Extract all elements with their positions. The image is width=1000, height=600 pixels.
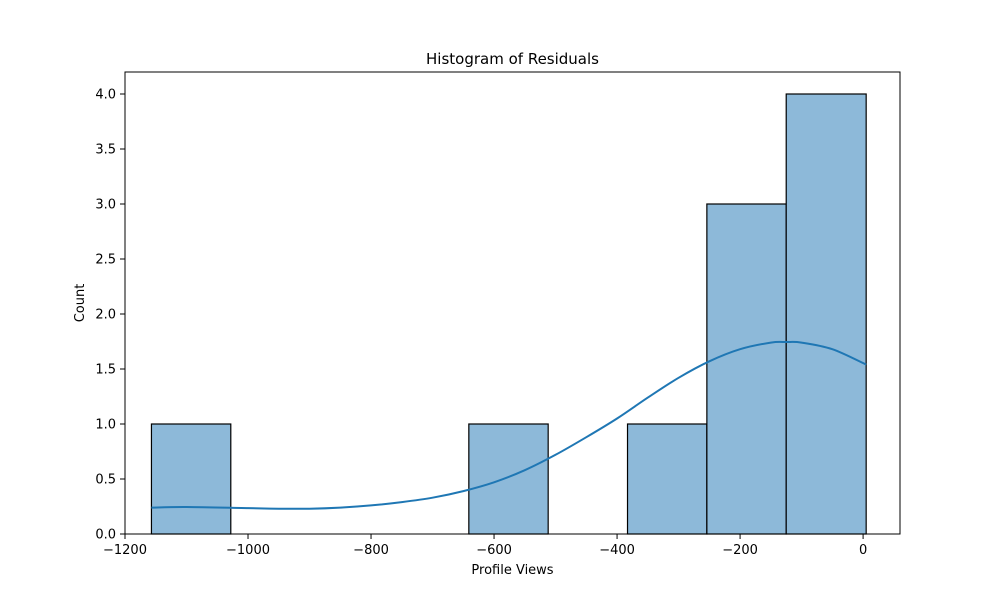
y-tick-label: 2.0 [95,308,116,323]
y-tick-label: 4.0 [95,88,116,103]
histogram-bar-0 [150,423,232,535]
histogram-bars [150,93,867,535]
x-axis-label: Profile Views [471,563,553,578]
histogram-bar-7 [706,203,787,535]
chart-title: Histogram of Residuals [426,50,599,68]
y-tick-label: 2.5 [95,253,116,268]
y-tick-label: 0.0 [95,528,116,543]
y-tick-label: 3.5 [95,143,116,158]
x-tick-label: −800 [353,543,389,558]
x-tick-label: −600 [476,543,512,558]
x-tick-label: 0 [859,543,867,558]
y-tick-label: 0.5 [95,473,116,488]
y-axis-label: Count [73,284,88,323]
histogram-bar-6 [626,423,708,535]
y-tick-label: 1.5 [95,363,116,378]
plot-frame [124,71,901,535]
x-axis-ticks: −1200 −1000 −800 −600 −400 −200 0 [103,534,867,558]
x-tick-label: −1000 [226,543,270,558]
x-tick-label: −1200 [103,543,147,558]
x-tick-label: −200 [722,543,758,558]
y-tick-label: 3.0 [95,198,116,213]
histogram-bar-8 [785,93,867,535]
kde-curve [151,340,867,510]
y-tick-label: 1.0 [95,418,116,433]
y-axis-ticks: 0.0 0.5 1.0 1.5 2.0 2.5 3.0 3.5 4.0 [95,88,125,543]
histogram-bar-4 [468,423,549,535]
x-tick-label: −400 [599,543,635,558]
